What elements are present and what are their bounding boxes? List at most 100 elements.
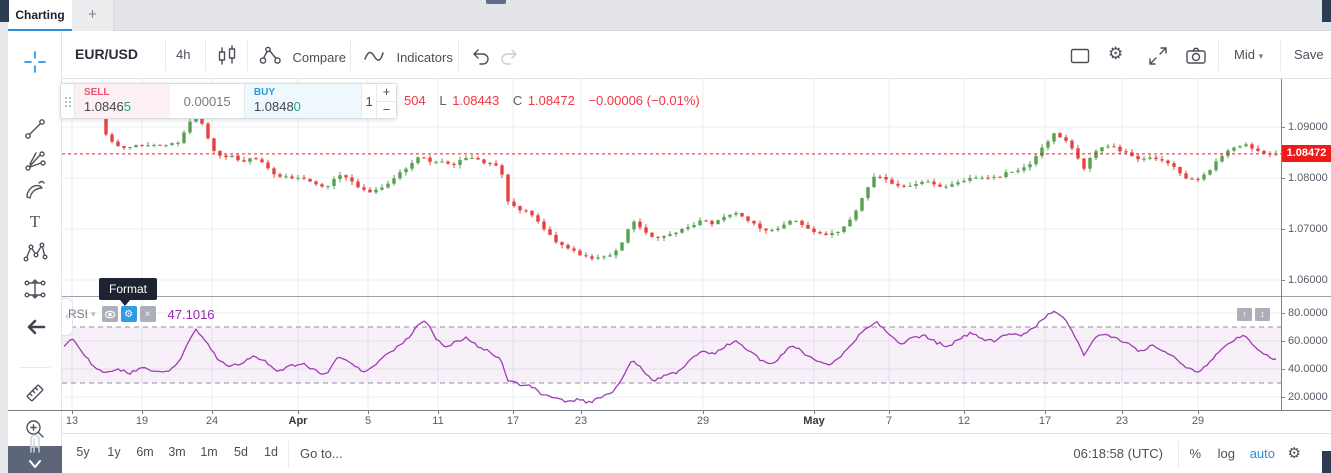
sidebar-collapse-handle[interactable]: ‹	[62, 298, 73, 336]
price-source-dropdown[interactable]: Mid ▾	[1234, 47, 1263, 62]
rsi-move-up-button[interactable]: ↑	[1237, 308, 1252, 321]
trend-line-tool[interactable]	[8, 113, 61, 145]
bottom-settings-button[interactable]: ⚙	[1287, 445, 1301, 462]
undo-button[interactable]	[468, 44, 492, 73]
time-tick-mark	[1198, 410, 1199, 414]
toolbar-divider	[165, 39, 166, 71]
goto-button[interactable]: Go to...	[300, 446, 343, 461]
axis-tick-mark	[1281, 313, 1285, 314]
high-value-partial: 504	[404, 93, 426, 108]
quantity-value: 1	[365, 93, 373, 109]
tab-charting[interactable]: Charting	[8, 0, 72, 31]
panel-separator[interactable]	[62, 296, 1331, 297]
rsi-label[interactable]: RSI	[68, 307, 89, 321]
crosshair-tool[interactable]	[8, 46, 61, 78]
text-icon: T	[29, 212, 40, 231]
toolbar-divider	[247, 39, 248, 71]
snapshot-button[interactable]	[1184, 44, 1208, 73]
quantity-decrease-button[interactable]: −	[377, 101, 396, 118]
drag-dots-icon	[65, 97, 67, 99]
indicators-button[interactable]: Indicators	[362, 44, 453, 73]
rsi-visibility-button[interactable]	[101, 306, 118, 322]
rsi-chart-svg[interactable]	[62, 297, 1281, 410]
range-button-3m[interactable]: 3m	[168, 445, 186, 459]
time-tick-mark	[703, 410, 704, 414]
range-button-1d[interactable]: 1d	[264, 445, 278, 459]
toolbar-divider	[1218, 39, 1219, 71]
axis-tick-label: 20.0000	[1288, 391, 1328, 403]
scrollbar-up-button[interactable]	[1322, 0, 1331, 22]
axis-tick-label: 60.0000	[1288, 335, 1328, 347]
log-scale-button[interactable]: log	[1217, 446, 1235, 461]
rsi-format-button[interactable]: ⚙	[120, 306, 137, 322]
sidebar-scroll-down[interactable]	[8, 458, 61, 472]
redo-icon	[501, 49, 517, 65]
time-tick-mark	[1122, 410, 1123, 414]
order-widget-drag-handle[interactable]	[61, 84, 75, 118]
sidebar-scroll-overlay[interactable]	[8, 446, 62, 473]
range-button-5d[interactable]: 5d	[234, 445, 248, 459]
clock[interactable]: 06:18:58 (UTC)	[1073, 446, 1163, 461]
time-tick-label: Apr	[288, 415, 308, 427]
time-tick-mark	[581, 410, 582, 414]
compare-label: Compare	[292, 50, 346, 65]
main-chart-svg[interactable]	[62, 79, 1281, 297]
symbol-button[interactable]: EUR/USD	[75, 46, 139, 62]
format-tooltip: Format	[99, 278, 158, 300]
chart-toolbar: EUR/USD 4h Compare Indicators	[62, 31, 1331, 79]
compare-button[interactable]: Compare	[258, 44, 346, 73]
magnet-tool[interactable]	[8, 428, 61, 458]
layout-button[interactable]	[1068, 44, 1092, 73]
time-tick-label: 19	[135, 415, 149, 427]
ruler-tool[interactable]	[8, 377, 61, 409]
range-button-6m[interactable]: 6m	[136, 445, 154, 459]
order-widget: SELL 1.08465 0.00015 BUY 1.08480 1 + −	[60, 83, 397, 119]
interval-button[interactable]: 4h	[176, 47, 191, 62]
tab-charting-label: Charting	[15, 8, 65, 22]
bottom-bar-divider	[288, 441, 289, 467]
range-button-5y[interactable]: 5y	[76, 445, 90, 459]
rsi-remove-button[interactable]: ×	[139, 306, 156, 322]
hide-drawings-tool[interactable]	[8, 311, 61, 343]
axis-tick-label: 1.07000	[1288, 223, 1328, 235]
buy-button[interactable]: BUY 1.08480	[244, 84, 363, 118]
rsi-resize-button[interactable]: ↕	[1255, 308, 1270, 321]
bottom-toolbar: 5y 1y 6m 3m 1m 5d 1d Go to... 06:18:58 (…	[62, 433, 1331, 473]
quantity-increase-button[interactable]: +	[377, 84, 396, 102]
forecast-tool[interactable]	[8, 273, 61, 305]
toolbar-divider	[350, 39, 351, 71]
pattern-tool[interactable]	[8, 237, 61, 269]
zoom-in-tool[interactable]	[8, 413, 61, 445]
new-tab-button[interactable]: +	[72, 0, 114, 31]
axis-tick-mark	[1281, 397, 1285, 398]
panel-drag-handle[interactable]	[486, 0, 506, 4]
settings-button[interactable]: ⚙	[1108, 44, 1124, 63]
time-axis[interactable]: 13 19 24 Apr 5 11 17 23 29 May 7 12 17 23 29	[62, 410, 1331, 433]
eye-icon	[104, 310, 115, 318]
scrollbar-down-button[interactable]	[1322, 451, 1331, 473]
sell-label: SELL	[83, 87, 110, 98]
chart-type-button[interactable]	[215, 44, 239, 73]
ohlc-info-bar: 504 L 1.08443 C 1.08472 −0.00006 (−0.01%…	[404, 93, 702, 108]
indicators-label: Indicators	[396, 50, 453, 65]
axis-tick-mark	[1281, 280, 1285, 281]
save-button[interactable]: Save	[1294, 47, 1324, 62]
gann-fib-tool[interactable]	[8, 145, 61, 177]
auto-scale-button[interactable]: auto	[1249, 446, 1275, 461]
time-tick-label: 5	[364, 415, 372, 427]
axis-tick-mark	[1281, 229, 1285, 230]
redo-button[interactable]	[498, 44, 522, 73]
ruler-icon	[26, 384, 43, 402]
range-button-1y[interactable]: 1y	[107, 445, 121, 459]
low-value: 1.08443	[452, 93, 500, 108]
percent-scale-button[interactable]: %	[1189, 446, 1201, 461]
brush-tool[interactable]	[8, 175, 61, 207]
text-tool[interactable]: T	[8, 205, 61, 237]
sell-button[interactable]: SELL 1.08465	[74, 84, 171, 118]
spread-value: 0.00015	[170, 84, 245, 118]
quantity-stepper: + −	[376, 84, 396, 118]
time-tick-mark	[814, 410, 815, 414]
chevron-down-icon: ▾	[91, 308, 96, 319]
fullscreen-button[interactable]	[1146, 44, 1170, 73]
range-button-1m[interactable]: 1m	[200, 445, 218, 459]
